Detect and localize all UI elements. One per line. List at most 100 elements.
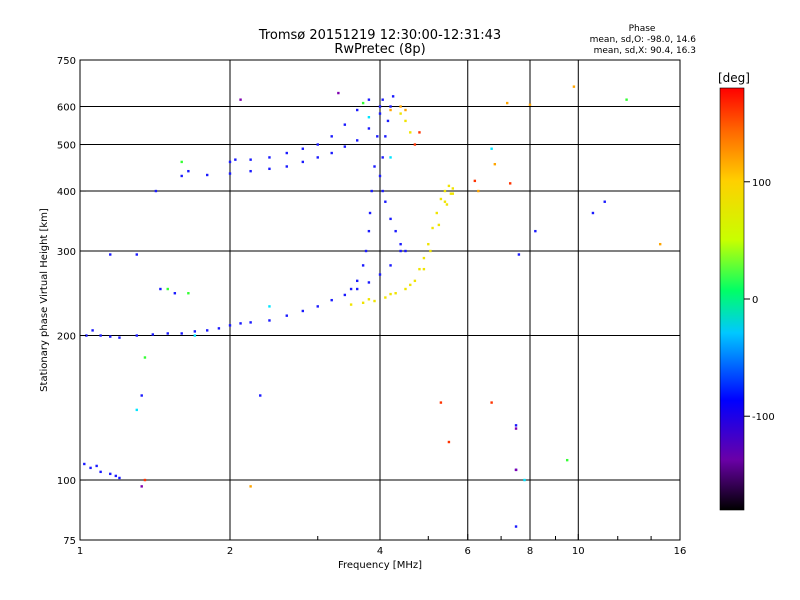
data-point	[370, 189, 373, 193]
phase-stat-o: mean, sd,O: -98.0, 14.6	[590, 35, 697, 45]
data-point	[437, 223, 441, 227]
x-tick-label: 10	[572, 546, 585, 557]
data-point	[418, 267, 421, 271]
data-point	[193, 334, 197, 337]
chart-title: Tromsø 20151219 12:30:00-12:31:43	[258, 28, 501, 43]
x-tick-label: 16	[674, 546, 687, 557]
data-point	[330, 298, 333, 302]
y-axis-ticks: 75 100 200 300 400 500 600 750	[57, 56, 86, 547]
data-point	[422, 267, 426, 271]
colorbar-tick-label: 100	[752, 178, 771, 189]
data-point	[166, 332, 169, 335]
data-point	[443, 200, 447, 203]
data-point	[447, 440, 451, 444]
data-point	[373, 299, 376, 303]
data-point	[490, 147, 493, 150]
colorbar-label: [deg]	[718, 71, 750, 85]
data-point	[259, 394, 262, 397]
data-point	[451, 187, 455, 190]
data-point	[187, 169, 190, 173]
data-point	[205, 329, 209, 332]
data-point	[376, 135, 379, 138]
data-point	[301, 309, 305, 313]
y-tick-label: 750	[57, 56, 76, 67]
data-point	[151, 333, 155, 336]
data-point	[490, 401, 493, 404]
data-point	[349, 303, 353, 306]
data-point	[301, 160, 305, 164]
data-point	[367, 127, 371, 130]
data-point	[143, 478, 147, 482]
data-point	[625, 98, 628, 101]
data-point	[381, 156, 384, 159]
data-point	[429, 249, 432, 253]
data-point	[234, 158, 237, 161]
data-point	[523, 478, 526, 482]
data-point	[249, 169, 252, 173]
data-point	[409, 131, 412, 134]
data-point	[399, 105, 402, 108]
data-point	[389, 156, 392, 159]
data-point	[285, 314, 288, 317]
data-point	[268, 156, 271, 159]
data-point	[473, 179, 477, 183]
x-tick-label: 8	[527, 546, 533, 557]
data-point	[394, 292, 397, 295]
data-point	[228, 324, 232, 327]
data-point	[493, 162, 497, 166]
data-point	[364, 249, 368, 253]
data-point	[337, 91, 340, 95]
data-point	[367, 298, 371, 301]
data-point	[228, 172, 232, 175]
data-point	[389, 217, 392, 221]
data-point	[140, 485, 143, 488]
data-point	[591, 211, 595, 215]
y-axis-label: Stationary phase Virtual Height [km]	[39, 208, 50, 392]
data-point	[418, 131, 421, 134]
data-point	[658, 242, 662, 246]
data-point	[368, 211, 372, 215]
data-point	[422, 256, 426, 260]
data-point	[316, 143, 319, 146]
data-point	[355, 287, 359, 291]
data-point	[443, 189, 447, 193]
data-point	[389, 264, 392, 267]
data-point	[135, 253, 138, 256]
data-point	[451, 192, 455, 195]
colorbar	[719, 87, 745, 511]
data-point	[118, 476, 121, 480]
data-point	[268, 319, 271, 322]
data-point	[367, 281, 371, 284]
data-point	[361, 101, 365, 105]
data-point	[399, 112, 402, 115]
data-point	[114, 474, 118, 478]
x-axis-ticks: 1 2 4 6 8 10 16	[77, 534, 687, 557]
data-point	[447, 184, 451, 188]
data-point	[534, 229, 537, 233]
data-point	[316, 156, 319, 159]
data-point	[109, 335, 112, 338]
x-tick-label: 2	[227, 546, 233, 557]
data-point	[180, 332, 183, 335]
data-point	[83, 462, 86, 466]
data-point	[399, 242, 402, 246]
data-point	[378, 105, 382, 108]
data-point	[95, 464, 98, 468]
data-point	[413, 143, 417, 146]
data-point	[367, 98, 371, 101]
data-point	[166, 287, 169, 291]
data-point	[449, 192, 453, 195]
data-point	[389, 108, 392, 112]
data-point	[505, 101, 509, 105]
y-tick-label: 100	[57, 476, 76, 487]
x-axis-label: Frequency [MHz]	[338, 560, 422, 571]
data-point	[239, 98, 242, 101]
colorbar-tick-label: -100	[752, 412, 775, 423]
data-point	[508, 182, 512, 185]
data-point	[180, 174, 183, 178]
data-point	[330, 135, 333, 138]
data-point	[285, 151, 288, 155]
data-point	[99, 470, 102, 474]
data-point	[355, 139, 359, 142]
